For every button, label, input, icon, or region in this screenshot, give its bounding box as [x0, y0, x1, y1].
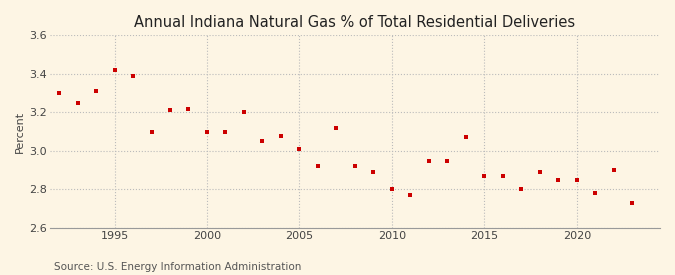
- Title: Annual Indiana Natural Gas % of Total Residential Deliveries: Annual Indiana Natural Gas % of Total Re…: [134, 15, 576, 30]
- Point: [294, 147, 305, 151]
- Point: [220, 130, 231, 134]
- Point: [405, 193, 416, 197]
- Point: [54, 91, 65, 95]
- Point: [553, 178, 564, 182]
- Point: [331, 126, 342, 130]
- Point: [238, 110, 249, 115]
- Point: [460, 135, 471, 140]
- Point: [350, 164, 360, 169]
- Text: Source: U.S. Energy Information Administration: Source: U.S. Energy Information Administ…: [54, 262, 301, 272]
- Point: [183, 106, 194, 111]
- Point: [128, 74, 138, 78]
- Point: [608, 168, 619, 172]
- Point: [590, 191, 601, 196]
- Point: [165, 108, 176, 113]
- Point: [442, 158, 453, 163]
- Point: [72, 101, 83, 105]
- Point: [479, 174, 490, 178]
- Point: [535, 170, 545, 174]
- Point: [146, 130, 157, 134]
- Point: [202, 130, 213, 134]
- Y-axis label: Percent: Percent: [15, 111, 25, 153]
- Point: [423, 158, 434, 163]
- Point: [109, 68, 120, 72]
- Point: [387, 187, 398, 192]
- Point: [627, 201, 638, 205]
- Point: [257, 139, 268, 144]
- Point: [368, 170, 379, 174]
- Point: [275, 133, 286, 138]
- Point: [497, 174, 508, 178]
- Point: [516, 187, 526, 192]
- Point: [313, 164, 323, 169]
- Point: [90, 89, 101, 94]
- Point: [572, 178, 583, 182]
